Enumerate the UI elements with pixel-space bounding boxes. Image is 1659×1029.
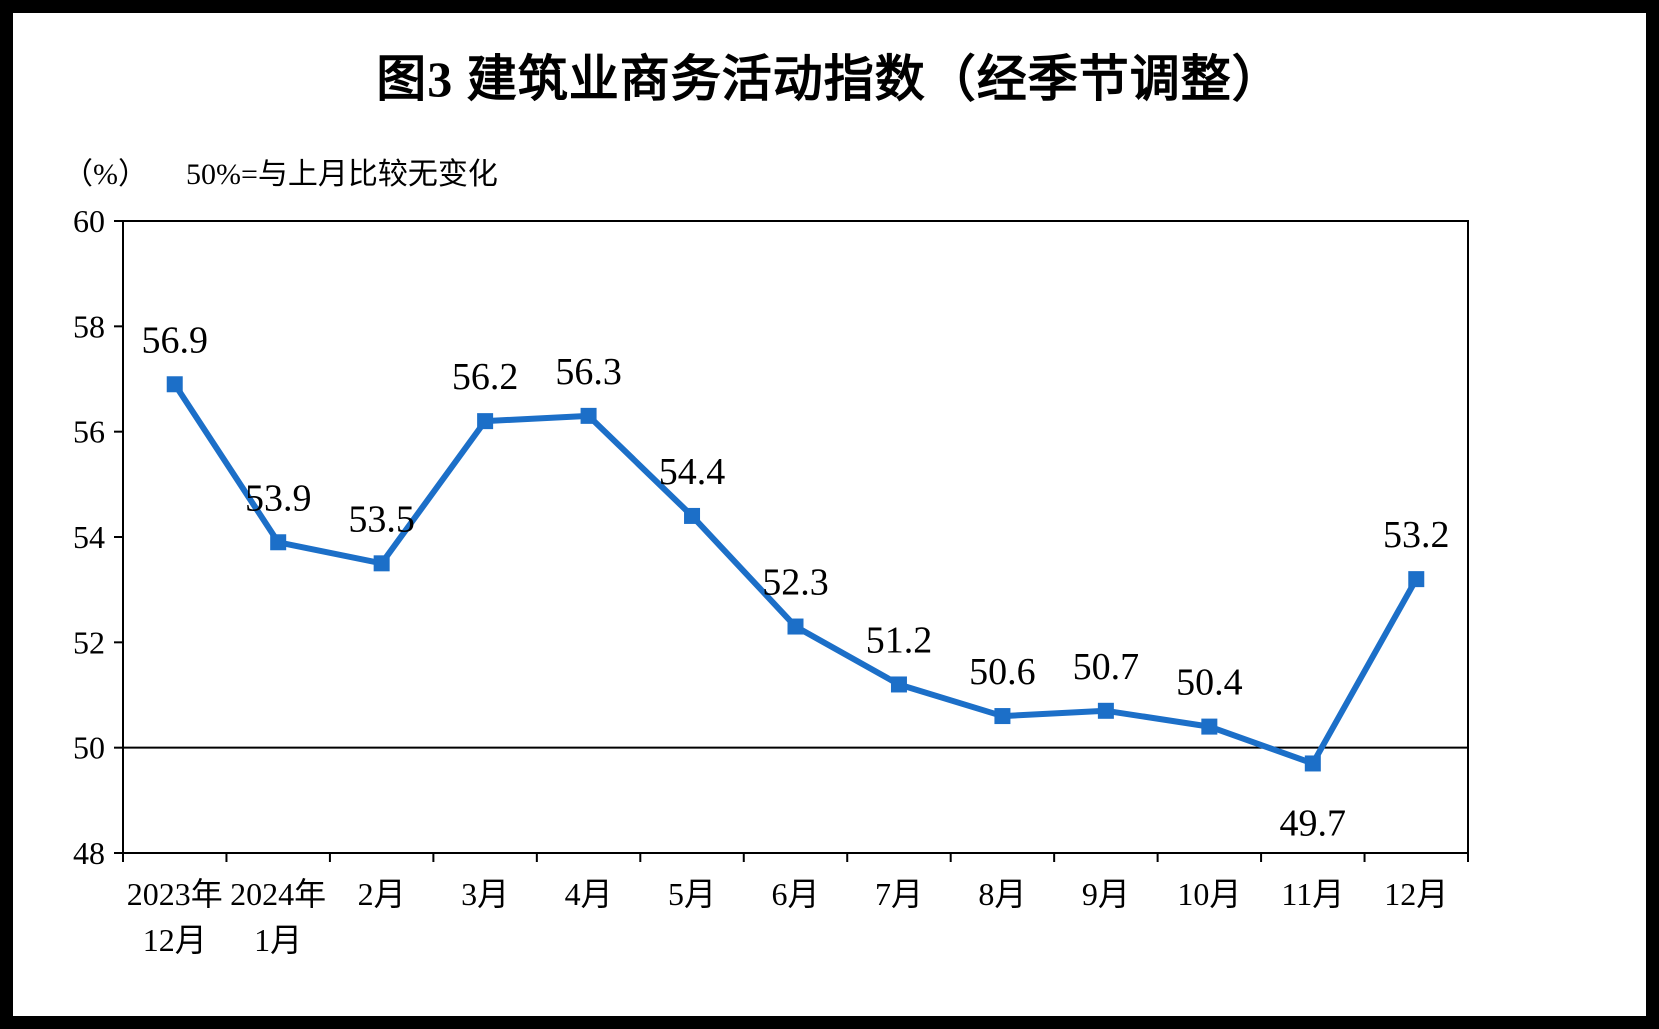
data-point-label: 56.3 bbox=[555, 351, 622, 393]
data-point-marker bbox=[684, 507, 701, 524]
figure-canvas: 图3 建筑业商务活动指数（经季节调整） （%） 50%=与上月比较无变化 48 5… bbox=[13, 13, 1646, 1016]
data-point-marker bbox=[1408, 571, 1425, 588]
y-axis-tick-label: 54 bbox=[73, 519, 105, 555]
data-point-label: 53.5 bbox=[348, 498, 415, 540]
y-axis-tick-label: 52 bbox=[73, 624, 105, 660]
data-point-label: 56.9 bbox=[141, 319, 208, 361]
data-point-marker bbox=[373, 555, 390, 572]
x-axis-category-label: 3月 bbox=[461, 876, 509, 912]
data-point-marker bbox=[1097, 702, 1114, 719]
data-point-label: 49.7 bbox=[1280, 802, 1347, 844]
data-point-label: 56.2 bbox=[452, 356, 519, 398]
x-axis-category-label: 2023年 12月 bbox=[127, 876, 223, 958]
data-point-label: 50.4 bbox=[1176, 662, 1243, 704]
y-axis-tick-label: 56 bbox=[73, 414, 105, 450]
y-axis-unit-label: （%） bbox=[63, 158, 148, 191]
data-point-marker bbox=[1201, 718, 1218, 735]
x-axis-category-label: 2024年 1月 bbox=[230, 876, 326, 958]
data-point-label: 52.3 bbox=[762, 562, 829, 604]
x-axis-category-label: 8月 bbox=[978, 876, 1026, 912]
line-chart: 48 50 52 54 56 58 60 56.9 53.9 53.5 56.2 56.3 54.4 52… bbox=[23, 203, 1646, 998]
data-point-label: 53.2 bbox=[1383, 514, 1450, 556]
data-point-marker bbox=[994, 708, 1011, 725]
data-point-label: 53.9 bbox=[245, 477, 312, 519]
data-point-marker bbox=[580, 407, 597, 424]
x-axis-category-label: 5月 bbox=[668, 876, 716, 912]
y-axis-tick-label: 48 bbox=[73, 835, 105, 871]
data-point-label: 50.6 bbox=[969, 651, 1036, 693]
data-point-label: 51.2 bbox=[866, 619, 933, 661]
data-point-label: 54.4 bbox=[659, 451, 726, 493]
x-axis-category-label: 12月 bbox=[1384, 876, 1448, 912]
data-point-label: 50.7 bbox=[1073, 646, 1140, 688]
plot-border bbox=[122, 220, 1469, 854]
reference-note: 50%=与上月比较无变化 bbox=[186, 158, 498, 191]
axis-annotation-row: （%） 50%=与上月比较无变化 bbox=[63, 149, 1646, 193]
y-axis-tick-label: 50 bbox=[73, 730, 105, 766]
x-axis-category-label: 2月 bbox=[358, 876, 406, 912]
data-point-marker bbox=[1304, 755, 1321, 772]
data-point-marker bbox=[477, 413, 494, 430]
x-axis-category-label: 7月 bbox=[875, 876, 923, 912]
x-axis-category-label: 11月 bbox=[1281, 876, 1344, 912]
x-axis-category-label: 10月 bbox=[1177, 876, 1241, 912]
y-axis-tick-label: 58 bbox=[73, 308, 105, 344]
chart-title: 图3 建筑业商务活动指数（经季节调整） bbox=[376, 51, 1283, 107]
x-axis-category-label: 6月 bbox=[771, 876, 819, 912]
data-point-marker bbox=[787, 618, 804, 635]
data-point-marker bbox=[890, 676, 907, 693]
x-axis-category-label: 9月 bbox=[1082, 876, 1130, 912]
data-point-marker bbox=[270, 534, 287, 551]
data-point-marker bbox=[166, 376, 183, 393]
y-axis-tick-label: 60 bbox=[73, 203, 105, 239]
chart-svg: 48 50 52 54 56 58 60 56.9 53.9 53.5 56.2 56.3 54.4 52… bbox=[73, 203, 1469, 958]
x-axis-category-label: 4月 bbox=[565, 876, 613, 912]
